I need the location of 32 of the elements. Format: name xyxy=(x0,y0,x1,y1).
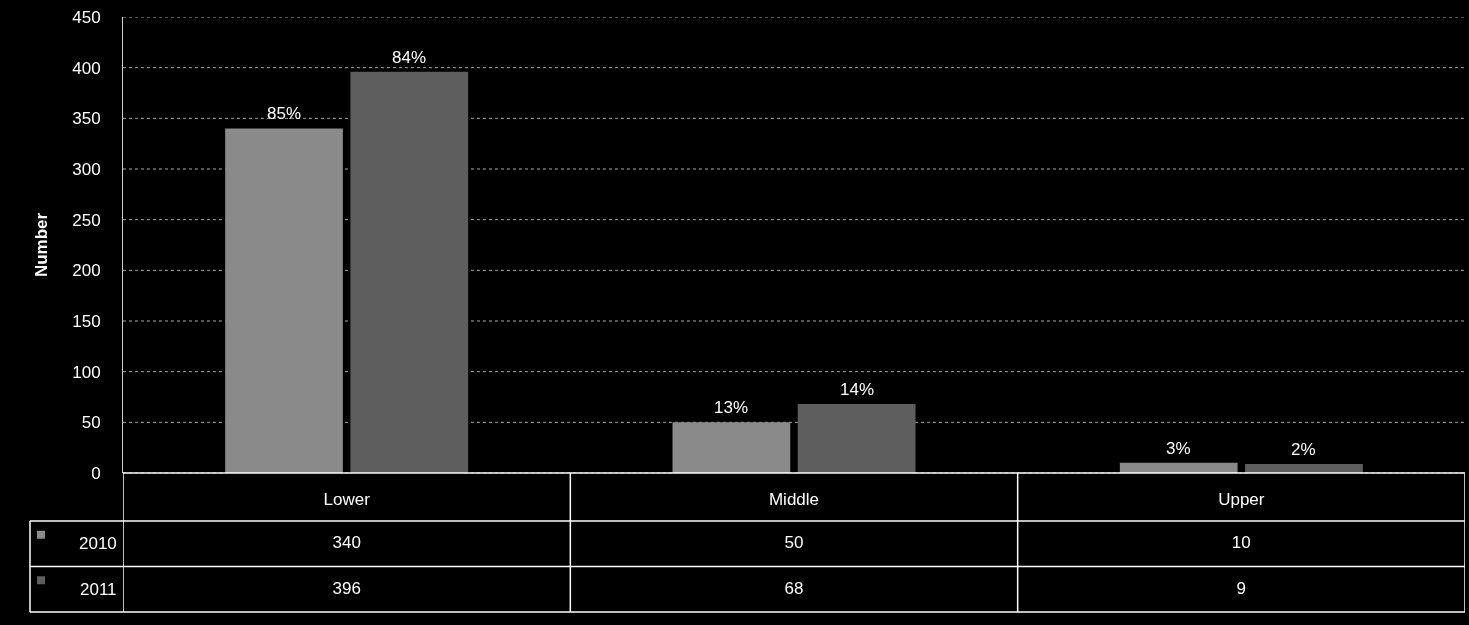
y-tick-label: 0 xyxy=(91,463,101,483)
y-tick-label: 300 xyxy=(72,159,101,179)
annotation: 85% xyxy=(267,104,302,123)
y-tick-label: 150 xyxy=(72,311,101,331)
y-tick-label: 450 xyxy=(72,7,101,27)
bar xyxy=(225,128,343,473)
legend-label: 2010 xyxy=(79,534,117,553)
x-tick-label: Middle xyxy=(768,490,820,509)
y-axis-title: Number xyxy=(31,212,51,278)
data-label: 10 xyxy=(1231,533,1251,552)
y-tick-label: 100 xyxy=(72,362,101,382)
bar xyxy=(350,71,469,473)
y-tick-label: 400 xyxy=(72,58,101,78)
bar xyxy=(672,422,791,473)
data-label: 68 xyxy=(784,578,804,598)
data-label: 9 xyxy=(1236,578,1247,598)
y-tick-label: 350 xyxy=(72,109,101,129)
annotation: 13% xyxy=(714,398,749,417)
legend-label: 2011 xyxy=(80,580,117,599)
data-label: 396 xyxy=(332,578,361,598)
data-label: 50 xyxy=(784,533,804,552)
annotation: 3% xyxy=(1166,439,1191,458)
y-tick-label: 250 xyxy=(72,210,101,230)
bar xyxy=(797,404,916,473)
annotation: 84% xyxy=(392,48,427,67)
y-tick-label: 200 xyxy=(72,261,101,281)
x-tick-label: Upper xyxy=(1218,490,1265,509)
annotation: 14% xyxy=(840,380,875,399)
y-tick-label: 50 xyxy=(81,413,101,433)
data-label: 340 xyxy=(332,533,361,552)
annotation: 2% xyxy=(1291,440,1316,459)
x-tick-label: Lower xyxy=(323,490,371,509)
